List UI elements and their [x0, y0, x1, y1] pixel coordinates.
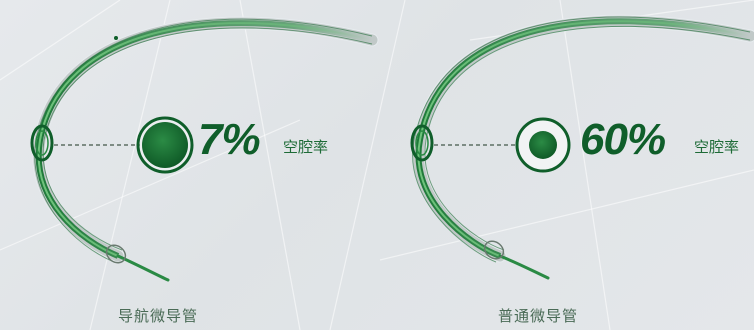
caption-navigation: 导航微导管 — [118, 307, 199, 325]
lumen-percent-navigation: 7% — [198, 115, 261, 164]
catheter-navigation — [30, 16, 379, 282]
lumen-label-navigation: 空腔率 — [283, 138, 329, 156]
lumen-label-ordinary: 空腔率 — [694, 138, 740, 156]
catheter-ordinary — [410, 14, 754, 280]
lumen-ring-icon — [30, 124, 54, 162]
lumen-percent-ordinary: 60% — [580, 115, 666, 164]
caption-ordinary: 普通微导管 — [498, 307, 579, 325]
lumen-ring-icon — [410, 124, 434, 162]
